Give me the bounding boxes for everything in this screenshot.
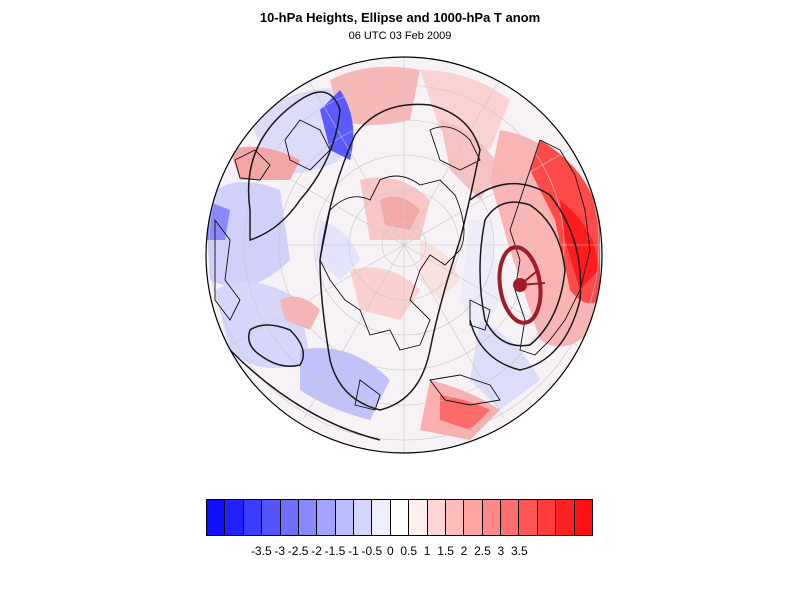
colorbar-labels: -3.5 -3 -2.5 -2 -1.5 -1 -0.5 0 0.5 1 1.5 2 2.5 3 3.5 bbox=[0, 544, 800, 560]
colorbar-tick-label: 0 bbox=[386, 544, 394, 558]
colorbar-tick-label: 1 bbox=[423, 544, 431, 558]
vortex-ellipse bbox=[497, 245, 546, 325]
colorbar-segment bbox=[574, 500, 592, 535]
colorbar-segment bbox=[335, 500, 354, 535]
colorbar-segment bbox=[537, 500, 557, 535]
colorbar-segment bbox=[501, 500, 520, 535]
colorbar-segment bbox=[482, 500, 501, 535]
colorbar bbox=[206, 499, 593, 536]
colorbar-tick-label: -2.5 bbox=[287, 544, 309, 558]
colorbar-tick-label: 1.5 bbox=[437, 544, 454, 558]
colorbar-segment bbox=[445, 500, 465, 535]
colorbar-segment bbox=[280, 500, 299, 535]
colorbar-segment bbox=[262, 500, 281, 535]
colorbar-segment bbox=[556, 500, 575, 535]
colorbar-segment bbox=[225, 500, 244, 535]
meridians bbox=[206, 57, 602, 453]
colorbar-tick-label: 0.5 bbox=[400, 544, 418, 558]
colorbar-segment bbox=[317, 500, 336, 535]
chart-title: 10-hPa Heights, Ellipse and 1000-hPa T a… bbox=[259, 10, 541, 25]
colorbar-segment bbox=[409, 500, 428, 535]
colorbar-tick-label: 2.5 bbox=[474, 544, 491, 558]
globe-outline bbox=[205, 56, 603, 454]
colorbar-tick-label: 3 bbox=[497, 544, 505, 558]
colorbar-segment bbox=[354, 500, 373, 535]
colorbar-segment bbox=[372, 500, 391, 535]
colorbar-tick-label: -2 bbox=[311, 544, 322, 558]
colorbar-segment bbox=[243, 500, 263, 535]
colorbar-tick-label: -3.5 bbox=[250, 544, 272, 558]
colorbar-segment bbox=[298, 500, 318, 535]
colorbar-segment bbox=[464, 500, 483, 535]
colorbar-tick-label: -0.5 bbox=[361, 544, 383, 558]
colorbar-segment bbox=[519, 500, 538, 535]
colorbar-tick-label: 3.5 bbox=[510, 544, 528, 558]
colorbar-segment bbox=[207, 500, 226, 535]
colorbar-tick-label: -3 bbox=[274, 544, 286, 558]
colorbar-segment bbox=[390, 500, 410, 535]
colorbar-tick-label: -1 bbox=[348, 544, 359, 558]
colorbar-segment bbox=[427, 500, 446, 535]
colorbar-tick-label: 2 bbox=[460, 544, 468, 558]
anomaly-field bbox=[206, 57, 602, 453]
chart-subtitle: 06 UTC 03 Feb 2009 bbox=[348, 30, 452, 42]
coastlines bbox=[214, 119, 591, 411]
colorbar-tick-label: -1.5 bbox=[324, 544, 346, 558]
